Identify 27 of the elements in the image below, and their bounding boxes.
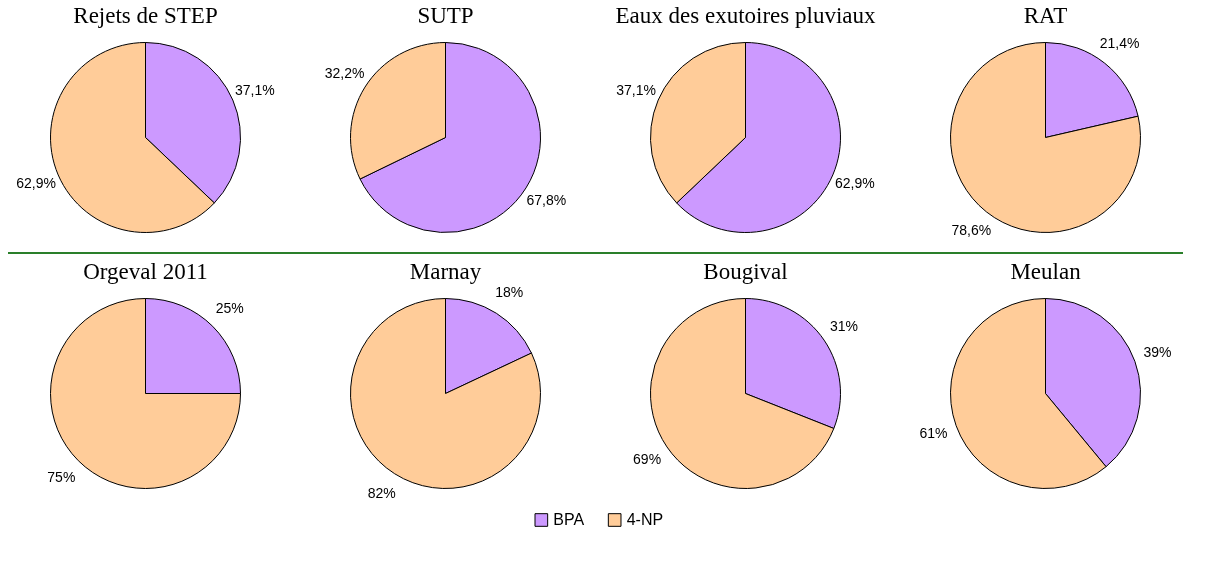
chart-title: Meulan — [1010, 259, 1082, 284]
chart-title: Bougival — [703, 259, 788, 284]
data-label: 61% — [919, 424, 948, 441]
data-label: 32,2% — [324, 65, 365, 82]
data-label: 62,9% — [835, 175, 875, 192]
legend-label: 4-NP — [626, 511, 664, 528]
data-label: 82% — [367, 484, 396, 501]
chart-title: SUTP — [417, 3, 474, 28]
chart-title: Eaux des exutoires pluviaux — [615, 3, 876, 28]
data-label: 67,8% — [526, 191, 567, 208]
data-label: 37,1% — [616, 81, 656, 98]
chart-title: Orgeval 2011 — [83, 259, 208, 284]
data-label: 62,9% — [16, 175, 56, 192]
data-label: 75% — [47, 468, 76, 485]
data-label: 69% — [633, 451, 662, 468]
pie-slice — [350, 298, 541, 489]
data-label: 78,6% — [951, 221, 992, 238]
data-label: 39% — [1143, 344, 1172, 361]
data-label: 31% — [829, 317, 858, 334]
chart-title: Rejets de STEP — [73, 3, 218, 28]
legend-label: BPA — [553, 511, 585, 528]
data-label: 21,4% — [1099, 35, 1140, 52]
data-label: 25% — [215, 300, 244, 317]
data-label: 18% — [495, 284, 524, 301]
chart-title: Marnay — [409, 259, 482, 284]
chart-title: RAT — [1023, 3, 1068, 28]
data-label: 37,1% — [235, 81, 275, 98]
